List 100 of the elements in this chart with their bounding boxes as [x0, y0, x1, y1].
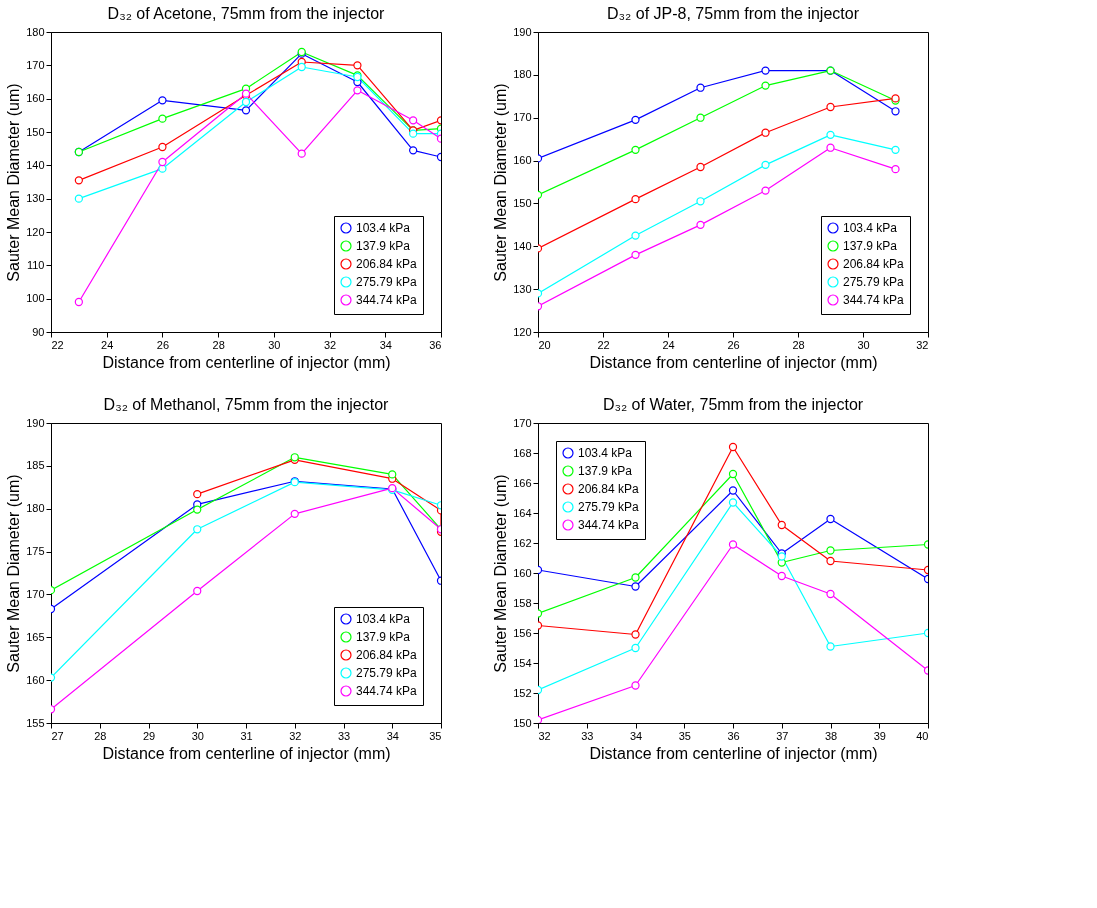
y-tick-label: 155	[26, 716, 45, 729]
legend-label: 275.79 kPa	[843, 275, 905, 289]
y-tick-label: 154	[513, 656, 532, 669]
x-axis-title: Distance from centerline of injector (mm)	[102, 353, 391, 371]
legend-label: 103.4 kPa	[843, 221, 898, 235]
y-tick-label: 152	[513, 686, 532, 699]
legend-label: 137.9 kPa	[843, 239, 898, 253]
legend-label: 275.79 kPa	[356, 275, 418, 289]
x-tick-label: 38	[824, 729, 838, 742]
y-tick-label: 140	[513, 239, 532, 252]
y-tick-label: 156	[513, 626, 532, 639]
x-tick-label: 35	[678, 729, 691, 742]
legend-label: 103.4 kPa	[356, 221, 411, 235]
x-tick-label: 34	[379, 338, 392, 351]
y-tick-label: 158	[513, 596, 532, 609]
x-tick-label: 26	[727, 338, 740, 351]
y-tick-label: 168	[513, 446, 532, 459]
x-tick-label: 33	[581, 729, 594, 742]
x-axis-title: Distance from centerline of injector (mm)	[102, 744, 391, 762]
y-tick-label: 140	[26, 158, 45, 171]
x-tick-label: 36	[429, 338, 442, 351]
x-axis-title: Distance from centerline of injector (mm)	[589, 744, 878, 762]
y-tick-label: 180	[513, 68, 532, 81]
y-tick-label: 170	[26, 587, 45, 600]
y-tick-label: 185	[26, 459, 45, 472]
y-tick-label: 190	[513, 25, 532, 38]
y-axis-title: Sauter Mean Diameter (um)	[5, 474, 23, 673]
x-tick-label: 22	[597, 338, 610, 351]
legend-label: 137.9 kPa	[356, 239, 411, 253]
y-tick-label: 120	[26, 225, 45, 238]
y-tick-label: 190	[26, 416, 45, 429]
x-tick-label: 39	[873, 729, 886, 742]
x-tick-label: 36	[727, 729, 740, 742]
legend-label: 344.74 kPa	[356, 684, 418, 698]
x-tick-label: 32	[323, 338, 337, 351]
x-tick-label: 28	[212, 338, 225, 351]
y-tick-label: 166	[513, 476, 532, 489]
x-tick-label: 33	[337, 729, 351, 742]
x-tick-label: 26	[156, 338, 170, 351]
y-tick-label: 160	[513, 154, 532, 167]
x-tick-label: 34	[629, 729, 643, 742]
x-tick-label: 30	[268, 338, 281, 351]
x-tick-label: 24	[101, 338, 114, 351]
y-tick-label: 180	[26, 25, 45, 38]
legend-label: 137.9 kPa	[578, 464, 633, 478]
y-tick-label: 150	[26, 125, 45, 138]
legend-label: 344.74 kPa	[356, 293, 418, 307]
y-tick-label: 164	[513, 506, 532, 519]
y-tick-label: 180	[26, 502, 45, 515]
y-axis-title: Sauter Mean Diameter (um)	[492, 83, 510, 282]
x-tick-label: 22	[51, 338, 64, 351]
x-tick-label: 31	[240, 729, 253, 742]
y-tick-label: 90	[32, 325, 45, 338]
chart-title: D₃₂ of JP-8, 75mm from the injector	[607, 5, 860, 22]
x-tick-label: 35	[429, 729, 442, 742]
x-tick-label: 20	[538, 338, 551, 351]
legend-label: 344.74 kPa	[578, 518, 640, 532]
x-tick-label: 28	[94, 729, 107, 742]
y-tick-label: 100	[26, 292, 45, 305]
x-tick-label: 30	[191, 729, 204, 742]
x-tick-label: 32	[538, 729, 551, 742]
legend-label: 344.74 kPa	[843, 293, 905, 307]
x-tick-label: 28	[792, 338, 805, 351]
x-tick-label: 29	[142, 729, 156, 742]
y-tick-label: 150	[513, 196, 532, 209]
chart-title: D₃₂ of Acetone, 75mm from the injector	[107, 5, 386, 22]
x-tick-label: 32	[289, 729, 302, 742]
y-tick-label: 170	[513, 111, 532, 124]
y-tick-label: 110	[26, 258, 45, 271]
chart-title: D₃₂ of Water, 75mm from the injector	[602, 396, 864, 413]
y-tick-label: 150	[513, 716, 532, 729]
y-tick-label: 162	[513, 536, 532, 549]
y-tick-label: 170	[513, 416, 532, 429]
x-tick-label: 27	[51, 729, 64, 742]
y-tick-label: 120	[513, 325, 532, 338]
legend-label: 206.84 kPa	[843, 257, 905, 271]
y-tick-label: 130	[26, 192, 45, 205]
legend-label: 103.4 kPa	[578, 446, 633, 460]
x-tick-label: 24	[662, 338, 675, 351]
y-axis-title: Sauter Mean Diameter (um)	[5, 83, 23, 282]
legend-label: 137.9 kPa	[356, 630, 411, 644]
x-tick-label: 37	[776, 729, 789, 742]
y-tick-label: 170	[26, 58, 45, 71]
legend-label: 206.84 kPa	[356, 257, 418, 271]
y-tick-label: 160	[26, 673, 45, 686]
legend-label: 103.4 kPa	[356, 612, 411, 626]
x-tick-label: 30	[857, 338, 870, 351]
legend-label: 206.84 kPa	[356, 648, 418, 662]
y-tick-label: 175	[26, 545, 45, 558]
y-axis-title: Sauter Mean Diameter (um)	[492, 474, 510, 673]
y-tick-label: 160	[513, 566, 532, 579]
x-tick-label: 40	[916, 729, 929, 742]
legend-label: 275.79 kPa	[356, 666, 418, 680]
legend-label: 275.79 kPa	[578, 500, 640, 514]
y-tick-label: 160	[26, 92, 45, 105]
y-tick-label: 165	[26, 630, 45, 643]
chart-title: D₃₂ of Methanol, 75mm from the injector	[103, 396, 390, 413]
y-tick-label: 130	[513, 282, 532, 295]
x-tick-label: 32	[916, 338, 929, 351]
x-tick-label: 34	[386, 729, 399, 742]
